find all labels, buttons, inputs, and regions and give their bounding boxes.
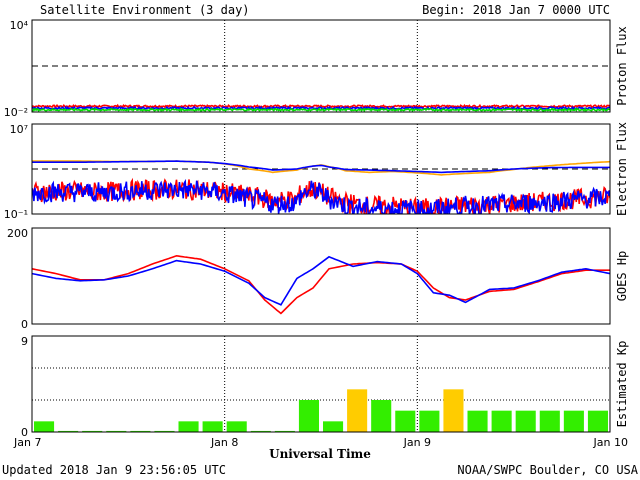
blue-series-line	[32, 178, 610, 214]
kp-bar	[371, 400, 392, 432]
x-tick-label: Jan 7	[13, 436, 41, 449]
kp-bar	[250, 430, 271, 432]
kp-bar	[154, 430, 175, 432]
begin-time: Begin: 2018 Jan 7 0000 UTC	[422, 3, 610, 17]
red-series-line	[32, 254, 610, 315]
x-tick-label: Jan 10	[593, 436, 628, 449]
blue-series-line	[32, 255, 610, 306]
estimated-kp-panel: 9 0 Estimated Kp	[21, 335, 629, 439]
kp-bar	[347, 389, 368, 432]
x-axis-label: Universal Time	[269, 447, 371, 461]
kp-bar	[34, 421, 55, 432]
kp-bar	[563, 410, 584, 432]
y-tick-label: 200	[7, 227, 28, 240]
kp-bar	[395, 410, 416, 432]
kp-bar	[467, 410, 488, 432]
y-tick-label: 9	[21, 335, 28, 348]
kp-bar	[58, 430, 79, 432]
kp-bar	[202, 421, 223, 432]
kp-bar	[323, 421, 344, 432]
kp-bar	[130, 430, 151, 432]
y-tick-label: 10⁻²	[4, 106, 28, 119]
y-tick-label: 10⁻¹	[4, 208, 28, 221]
red-series-line	[32, 177, 610, 214]
panel-frame	[31, 123, 611, 215]
y-tick-label: 10⁷	[10, 123, 28, 136]
blue-series-line	[32, 105, 610, 111]
green-series-line	[32, 107, 610, 112]
kp-bar	[515, 410, 536, 432]
panel-frame	[31, 227, 611, 325]
x-tick-label: Jan 8	[210, 436, 238, 449]
kp-bar	[226, 421, 247, 432]
kp-bar	[178, 421, 199, 432]
y-tick-label: 10⁴	[10, 19, 29, 32]
updated-time: Updated 2018 Jan 9 23:56:05 UTC	[2, 463, 226, 477]
electron-flux-y-label: Electron Flux	[615, 122, 629, 216]
kp-bar	[106, 430, 127, 432]
blue-series-line	[32, 160, 610, 174]
chart-title: Satellite Environment (3 day)	[40, 3, 250, 17]
kp-bar	[491, 410, 512, 432]
y-tick-label: 0	[21, 318, 28, 331]
kp-bar	[298, 400, 319, 432]
kp-bar	[587, 410, 608, 432]
kp-bar	[443, 389, 464, 432]
panels: 10⁴ 10⁻² Proton Flux 10⁷ 10⁻¹ Electron Flux 20…	[4, 19, 629, 449]
kp-bar	[419, 410, 440, 432]
kp-bar	[274, 430, 295, 432]
kp-bar	[539, 410, 560, 432]
goes-hp-y-label: GOES Hp	[615, 251, 629, 302]
panel-frame	[31, 335, 611, 433]
y-tick-label: 0	[21, 426, 28, 439]
kp-bar	[82, 430, 103, 432]
x-tick-label: Jan 9	[403, 436, 431, 449]
electron-flux-panel: 10⁷ 10⁻¹ Electron Flux	[4, 122, 629, 221]
proton-flux-panel: 10⁴ 10⁻² Proton Flux	[4, 19, 629, 119]
credit-text: NOAA/SWPC Boulder, CO USA	[457, 463, 638, 477]
estimated-kp-y-label: Estimated Kp	[615, 341, 629, 428]
panel-frame	[31, 19, 611, 113]
goes-hp-panel: 200 0 GOES Hp	[7, 227, 629, 331]
proton-flux-y-label: Proton Flux	[615, 26, 629, 105]
